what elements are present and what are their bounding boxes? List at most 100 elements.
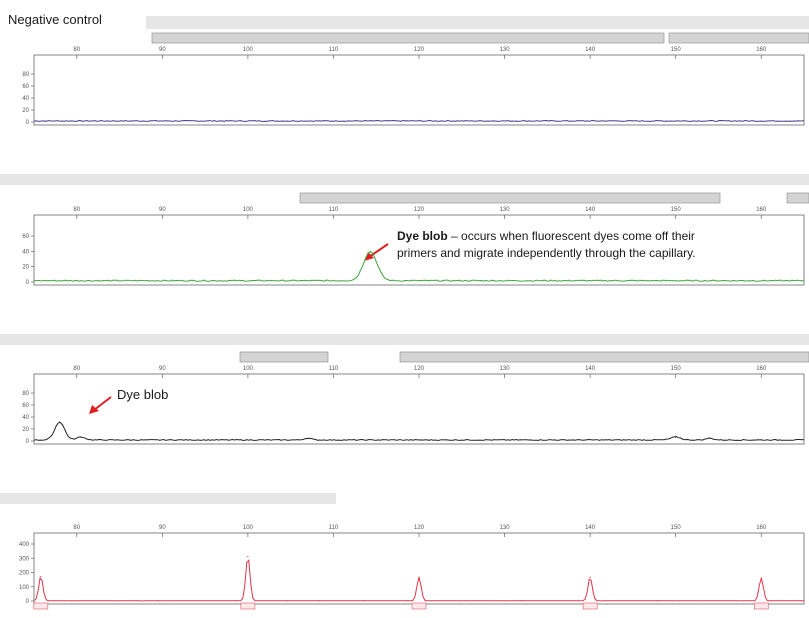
panel-4-peak-1 (247, 556, 249, 558)
panel-3-x-tick-label-140: 140 (585, 366, 596, 372)
panel-4-peak-2 (418, 576, 420, 578)
panel-2-x-tick-label-140: 140 (585, 207, 596, 213)
panel-1-x-tick-label-150: 150 (671, 47, 682, 53)
panel-1-x-tick-label-100: 100 (243, 47, 254, 53)
panel-3-peak-2 (307, 437, 309, 439)
panel-3-peak-4 (709, 437, 711, 439)
panel-2-x-tick-label-130: 130 (500, 207, 511, 213)
dynamic-marks: 80 90 100 110 120 130 140 150 160 0 20 40 60 80 80 90 10… (19, 47, 805, 610)
panel-1-plot-frame (33, 54, 805, 126)
panel-4-x-tick-label-120: 120 (414, 525, 425, 531)
panel-2-peak-0 (369, 251, 371, 253)
panel-4-size-box-3 (582, 602, 598, 610)
panel-1-bin-bar-b (668, 32, 809, 44)
panel-2-x-tick-label-90: 90 (159, 207, 166, 213)
panel-4-y-tick-label-400: 400 (19, 542, 30, 548)
panel-3-y-tick-label-20: 20 (22, 427, 29, 433)
panel-1-x-tick-label-130: 130 (500, 47, 511, 53)
panel-2-x-tick-label-100: 100 (243, 207, 254, 213)
panel-4-peak-0 (40, 575, 42, 578)
panel-4-size-box-2 (411, 602, 427, 610)
panel-3-trace-line (33, 421, 805, 441)
panel-1-x-tick-label-160: 160 (756, 47, 767, 53)
panel-1-header-bar (146, 16, 809, 29)
panel-2-y-tick-label-40: 40 (22, 249, 29, 255)
dye-blob-annotation-short: Dye blob (89, 387, 168, 414)
panel-4-y-tick-label-100: 100 (19, 585, 30, 591)
panel-1-trace-line (33, 119, 805, 122)
dye-blob-annotation-main: Dye blob – occurs when fluorescent dyes … (364, 229, 696, 261)
panel-1-y-tick-label-20: 20 (22, 108, 29, 114)
panel-4-x-tick-label-130: 130 (500, 525, 511, 531)
panel-3-y-tick-label-80: 80 (22, 391, 29, 397)
panel-3-x-tick-label-130: 130 (500, 366, 511, 372)
panel-2-x-tick-label-160: 160 (756, 207, 767, 213)
panel-3-x-tick-label-150: 150 (671, 366, 682, 372)
panel-3-y-tick-label-0: 0 (26, 439, 30, 445)
panel-4-header-bar (0, 493, 336, 504)
panel-4-plot-frame (33, 532, 805, 605)
panel-3-x-tick-label-160: 160 (756, 366, 767, 372)
panel-4-x-tick-label-110: 110 (329, 525, 339, 531)
panel-1-y-tick-label-40: 40 (22, 96, 29, 102)
panel-3-x-tick-label-90: 90 (159, 366, 166, 372)
panel-4-y-tick-label-200: 200 (19, 571, 30, 577)
panel-3-bin-bar-a (239, 351, 329, 363)
annotation-rest: – occurs when fluorescent dyes come off … (448, 229, 695, 243)
arrowhead-short (89, 405, 99, 414)
panel-1-y-tick-label-60: 60 (22, 84, 29, 90)
panel-3-y-tick-label-60: 60 (22, 403, 29, 409)
panel-2-x-tick-label-120: 120 (414, 207, 425, 213)
panel-1-bin-bar-a (151, 32, 665, 44)
panel-1-y-tick-label-0: 0 (26, 120, 30, 126)
panel-4-size-box-4 (753, 602, 769, 610)
panel-4-size-box-0 (33, 602, 49, 610)
panel-2-x-tick-label-150: 150 (671, 207, 682, 213)
panel-3-bin-bar-b (399, 351, 809, 363)
panel-2-bin-bar-a (299, 192, 721, 204)
panel-3-x-tick-label-110: 110 (329, 366, 339, 372)
panel-3-peak-0 (59, 421, 61, 423)
panel-4-size-box-1 (240, 602, 256, 610)
panel-4-trace-line (33, 559, 805, 602)
arrow-line-main (368, 243, 389, 258)
arrowhead-main (364, 252, 374, 261)
panel-4-x-tick-label-90: 90 (159, 525, 166, 531)
panel-2-bin-bar-b (786, 192, 809, 204)
annotation-text-short: Dye blob (117, 387, 168, 402)
panel-1-x-tick-label-110: 110 (329, 47, 339, 53)
panel-4-x-tick-label-140: 140 (585, 525, 596, 531)
panel-2-y-tick-label-0: 0 (26, 280, 30, 286)
panel-1-y-tick-label-80: 80 (22, 72, 29, 78)
annotation-bold: Dye blob (397, 229, 448, 243)
panel-3-x-tick-label-80: 80 (73, 366, 80, 372)
arrow-line-short (93, 396, 112, 411)
panel-2-x-tick-label-110: 110 (329, 207, 339, 213)
panel-1-x-tick-label-90: 90 (159, 47, 166, 53)
panel-3-peak-1 (80, 436, 82, 438)
panel-2-y-tick-label-60: 60 (22, 234, 29, 240)
panel-2-x-tick-label-80: 80 (73, 207, 80, 213)
panel-1-x-tick-label-140: 140 (585, 47, 596, 53)
panel-4-peak-4 (760, 577, 762, 579)
panel-4 (0, 493, 805, 605)
panel-2-trace-line (33, 250, 805, 282)
panel-2-header-bar (0, 174, 809, 185)
panel-4-x-tick-label-160: 160 (756, 525, 767, 531)
panel-1-x-tick-label-120: 120 (414, 47, 425, 53)
panel-4-x-tick-label-150: 150 (671, 525, 682, 531)
panel-3-y-tick-label-40: 40 (22, 415, 29, 421)
panel-3-header-bar (0, 334, 809, 345)
panel-2-y-tick-label-20: 20 (22, 265, 29, 271)
panel-1-x-tick-label-80: 80 (73, 47, 80, 53)
chart-title: Negative control (8, 12, 102, 27)
panel-3-peak-3 (675, 436, 677, 438)
annotation-text-main: Dye blob – occurs when fluorescent dyes … (397, 229, 695, 243)
panel-3-x-tick-label-100: 100 (243, 366, 254, 372)
panel-1 (33, 16, 809, 126)
panel-4-y-tick-label-300: 300 (19, 556, 30, 562)
panel-4-peak-3 (589, 576, 591, 578)
panel-4-x-tick-label-80: 80 (73, 525, 80, 531)
panel-3-x-tick-label-120: 120 (414, 366, 425, 372)
